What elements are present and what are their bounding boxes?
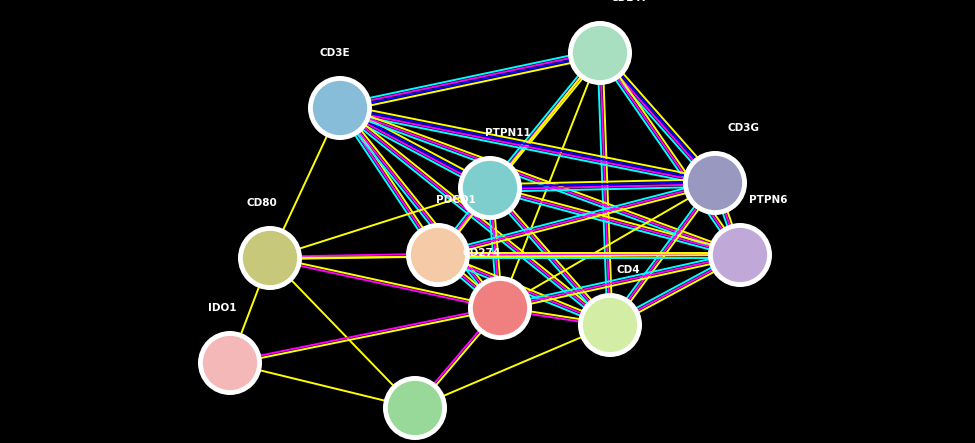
Circle shape (468, 276, 532, 340)
Circle shape (383, 376, 447, 440)
Text: CD80: CD80 (247, 198, 277, 208)
Text: CD4: CD4 (616, 265, 640, 275)
Circle shape (568, 21, 632, 85)
Circle shape (582, 297, 638, 353)
Text: PTPN6: PTPN6 (749, 195, 787, 205)
Circle shape (202, 335, 258, 391)
Circle shape (410, 227, 466, 283)
Circle shape (308, 76, 372, 140)
Circle shape (242, 230, 298, 286)
Text: PDCD1: PDCD1 (436, 195, 476, 205)
Circle shape (238, 226, 302, 290)
Circle shape (683, 151, 747, 215)
Circle shape (198, 331, 262, 395)
Circle shape (708, 223, 772, 287)
Text: CD274: CD274 (463, 248, 501, 258)
Text: CD3E: CD3E (320, 48, 350, 58)
Circle shape (387, 380, 443, 436)
Circle shape (572, 25, 628, 81)
Circle shape (458, 156, 522, 220)
Text: CD3G: CD3G (727, 123, 759, 133)
Circle shape (472, 280, 528, 336)
Text: CD247: CD247 (611, 0, 649, 3)
Circle shape (578, 293, 642, 357)
Circle shape (312, 80, 368, 136)
Text: IDO1: IDO1 (208, 303, 236, 313)
Circle shape (406, 223, 470, 287)
Circle shape (462, 160, 518, 216)
Circle shape (687, 155, 743, 211)
Text: PTPN11: PTPN11 (486, 128, 530, 138)
Circle shape (712, 227, 768, 283)
